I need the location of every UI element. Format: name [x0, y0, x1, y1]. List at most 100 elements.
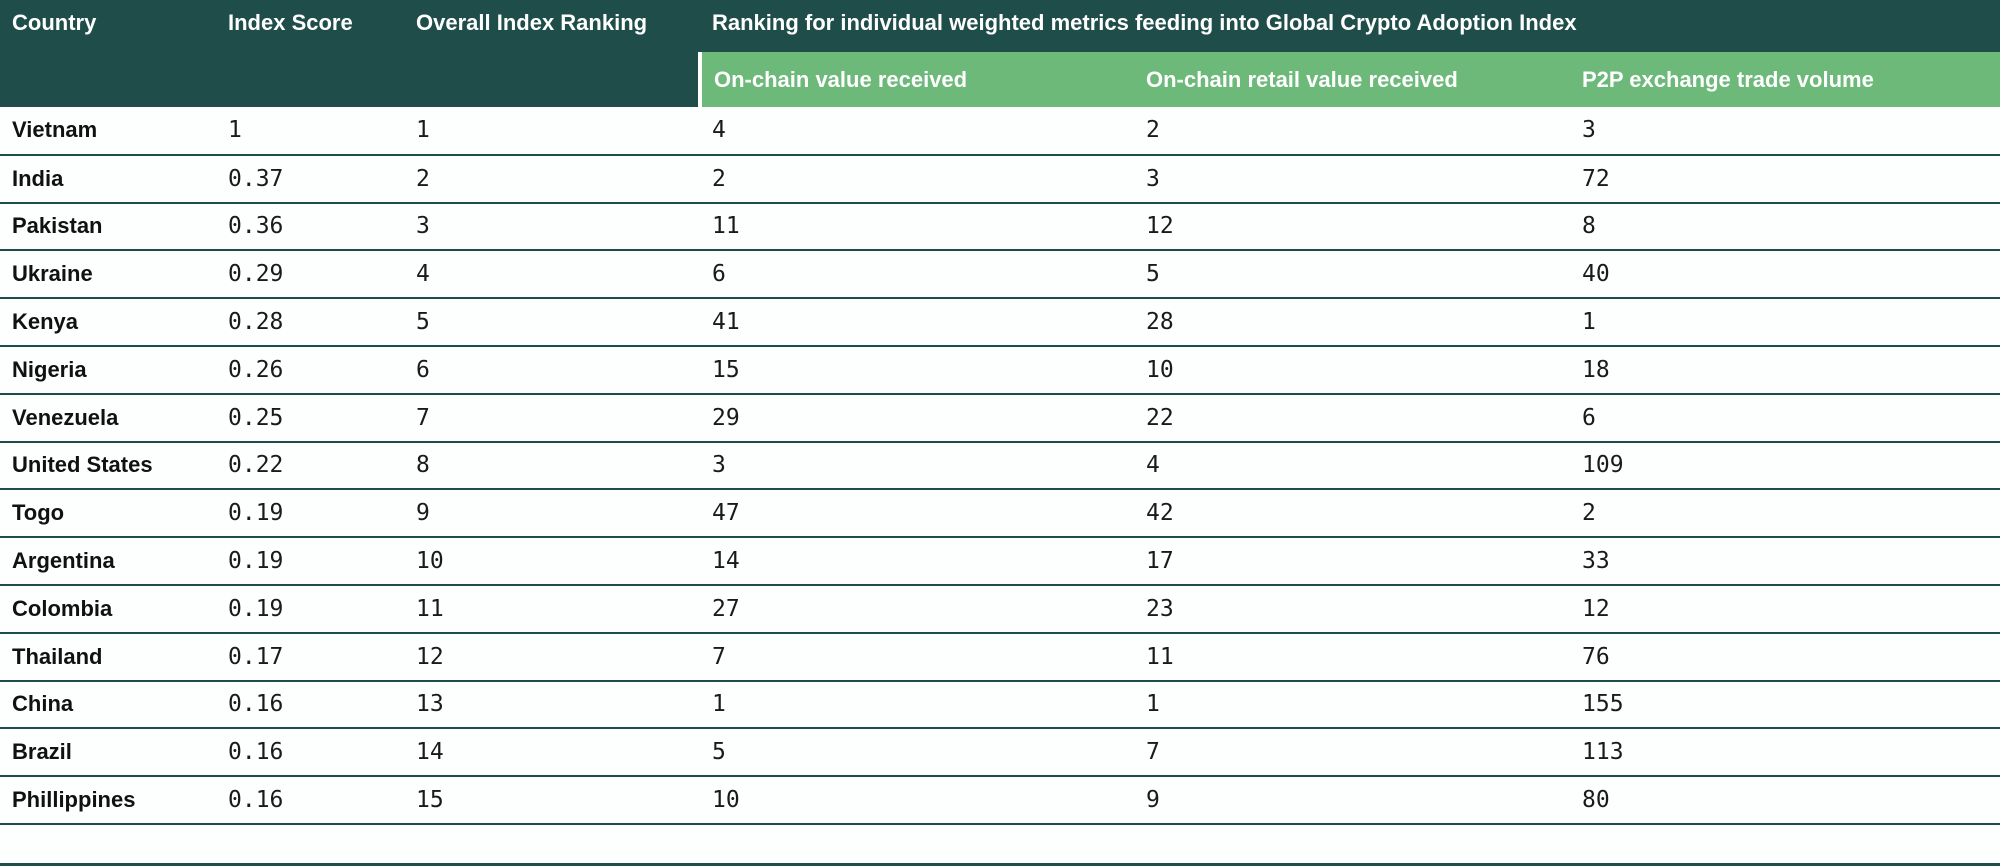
cell-country: Nigeria: [0, 345, 216, 395]
cell-on-chain-retail: 9: [1134, 776, 1570, 825]
cell-index-score: 0.16: [216, 680, 404, 730]
table-row: Nigeria 0.26 6 15 10 18: [0, 345, 2000, 395]
cell-on-chain-value: 3: [700, 441, 1134, 491]
cell-on-chain-value: 2: [700, 154, 1134, 204]
cell-p2p-volume: 80: [1570, 776, 2000, 825]
cell-p2p-volume: 113: [1570, 728, 2000, 778]
table-row: Pakistan 0.36 3 11 12 8: [0, 202, 2000, 252]
cell-index-score: 0.17: [216, 632, 404, 682]
cell-on-chain-value: 1: [700, 680, 1134, 730]
table-row: Kenya 0.28 5 41 28 1: [0, 298, 2000, 347]
cell-p2p-volume: 12: [1570, 584, 2000, 634]
col-header-on-chain-retail: On-chain retail value received: [1134, 52, 1570, 107]
cell-index-score: 1: [216, 107, 404, 156]
cell-on-chain-value: 27: [700, 584, 1134, 634]
cell-country: India: [0, 154, 216, 204]
cell-overall-ranking: 3: [404, 202, 700, 252]
table-row: Thailand 0.17 12 7 11 76: [0, 632, 2000, 682]
cell-country: Ukraine: [0, 250, 216, 300]
cell-on-chain-value: 6: [700, 250, 1134, 300]
cell-on-chain-retail: 7: [1134, 728, 1570, 778]
table-row: Phillippines 0.16 15 10 9 80: [0, 776, 2000, 825]
cell-on-chain-value: 11: [700, 202, 1134, 252]
cell-overall-ranking: 15: [404, 776, 700, 825]
cell-country: Brazil: [0, 728, 216, 778]
cell-p2p-volume: 18: [1570, 345, 2000, 395]
cell-index-score: 0.16: [216, 776, 404, 825]
table-row: Colombia 0.19 11 27 23 12: [0, 584, 2000, 634]
col-header-index-score: Index Score: [216, 0, 404, 107]
cell-overall-ranking: 14: [404, 728, 700, 778]
cell-index-score: 0.19: [216, 537, 404, 586]
table-header: Country Index Score Overall Index Rankin…: [0, 0, 2000, 107]
cell-country: Phillippines: [0, 776, 216, 825]
table-row: Brazil 0.16 14 5 7 113: [0, 728, 2000, 778]
cell-on-chain-value: 14: [700, 537, 1134, 586]
cell-country: United States: [0, 441, 216, 491]
cell-overall-ranking: 2: [404, 154, 700, 204]
cell-overall-ranking: 12: [404, 632, 700, 682]
cell-on-chain-retail: 1: [1134, 680, 1570, 730]
cell-p2p-volume: 8: [1570, 202, 2000, 252]
cell-index-score: 0.16: [216, 728, 404, 778]
cell-p2p-volume: 6: [1570, 393, 2000, 443]
cell-overall-ranking: 8: [404, 441, 700, 491]
cell-overall-ranking: 4: [404, 250, 700, 300]
cell-overall-ranking: 9: [404, 489, 700, 539]
cell-on-chain-retail: 3: [1134, 154, 1570, 204]
group-header-weighted-metrics: Ranking for individual weighted metrics …: [700, 0, 2000, 52]
table-row: Ukraine 0.29 4 6 5 40: [0, 250, 2000, 300]
cell-overall-ranking: 10: [404, 537, 700, 586]
col-header-overall-ranking: Overall Index Ranking: [404, 0, 700, 107]
cell-p2p-volume: 109: [1570, 441, 2000, 491]
cell-on-chain-value: 10: [700, 776, 1134, 825]
cell-on-chain-retail: 10: [1134, 345, 1570, 395]
cell-p2p-volume: 76: [1570, 632, 2000, 682]
cell-on-chain-value: 5: [700, 728, 1134, 778]
cell-index-score: 0.26: [216, 345, 404, 395]
cell-index-score: 0.19: [216, 584, 404, 634]
cell-p2p-volume: 3: [1570, 107, 2000, 156]
cell-on-chain-retail: 4: [1134, 441, 1570, 491]
cell-p2p-volume: 40: [1570, 250, 2000, 300]
col-header-country: Country: [0, 0, 216, 107]
cell-on-chain-retail: 5: [1134, 250, 1570, 300]
cell-country: Togo: [0, 489, 216, 539]
cell-country: Argentina: [0, 537, 216, 586]
cell-on-chain-value: 15: [700, 345, 1134, 395]
cell-overall-ranking: 7: [404, 393, 700, 443]
cell-country: Kenya: [0, 298, 216, 347]
cell-country: Colombia: [0, 584, 216, 634]
cell-on-chain-retail: 2: [1134, 107, 1570, 156]
cell-index-score: 0.19: [216, 489, 404, 539]
table-row: Venezuela 0.25 7 29 22 6: [0, 393, 2000, 443]
table-row: Togo 0.19 9 47 42 2: [0, 489, 2000, 539]
cell-p2p-volume: 155: [1570, 680, 2000, 730]
col-header-on-chain-value: On-chain value received: [698, 52, 1134, 107]
cell-overall-ranking: 5: [404, 298, 700, 347]
cell-on-chain-retail: 22: [1134, 393, 1570, 443]
cell-overall-ranking: 13: [404, 680, 700, 730]
cell-on-chain-value: 29: [700, 393, 1134, 443]
cell-p2p-volume: 2: [1570, 489, 2000, 539]
cell-country: China: [0, 680, 216, 730]
cell-index-score: 0.37: [216, 154, 404, 204]
table-row: India 0.37 2 2 3 72: [0, 154, 2000, 204]
cell-index-score: 0.29: [216, 250, 404, 300]
table-row: China 0.16 13 1 1 155: [0, 680, 2000, 730]
cell-overall-ranking: 11: [404, 584, 700, 634]
cell-country: Thailand: [0, 632, 216, 682]
cell-index-score: 0.22: [216, 441, 404, 491]
crypto-adoption-index-table: Country Index Score Overall Index Rankin…: [0, 0, 2000, 825]
cell-on-chain-retail: 23: [1134, 584, 1570, 634]
header-row-sub: On-chain value received On-chain retail …: [0, 52, 2000, 107]
cell-overall-ranking: 1: [404, 107, 700, 156]
cell-p2p-volume: 33: [1570, 537, 2000, 586]
cell-on-chain-value: 4: [700, 107, 1134, 156]
cell-on-chain-retail: 17: [1134, 537, 1570, 586]
col-header-p2p-volume: P2P exchange trade volume: [1570, 52, 2000, 107]
cell-on-chain-retail: 28: [1134, 298, 1570, 347]
table-row: United States 0.22 8 3 4 109: [0, 441, 2000, 491]
cell-on-chain-retail: 11: [1134, 632, 1570, 682]
